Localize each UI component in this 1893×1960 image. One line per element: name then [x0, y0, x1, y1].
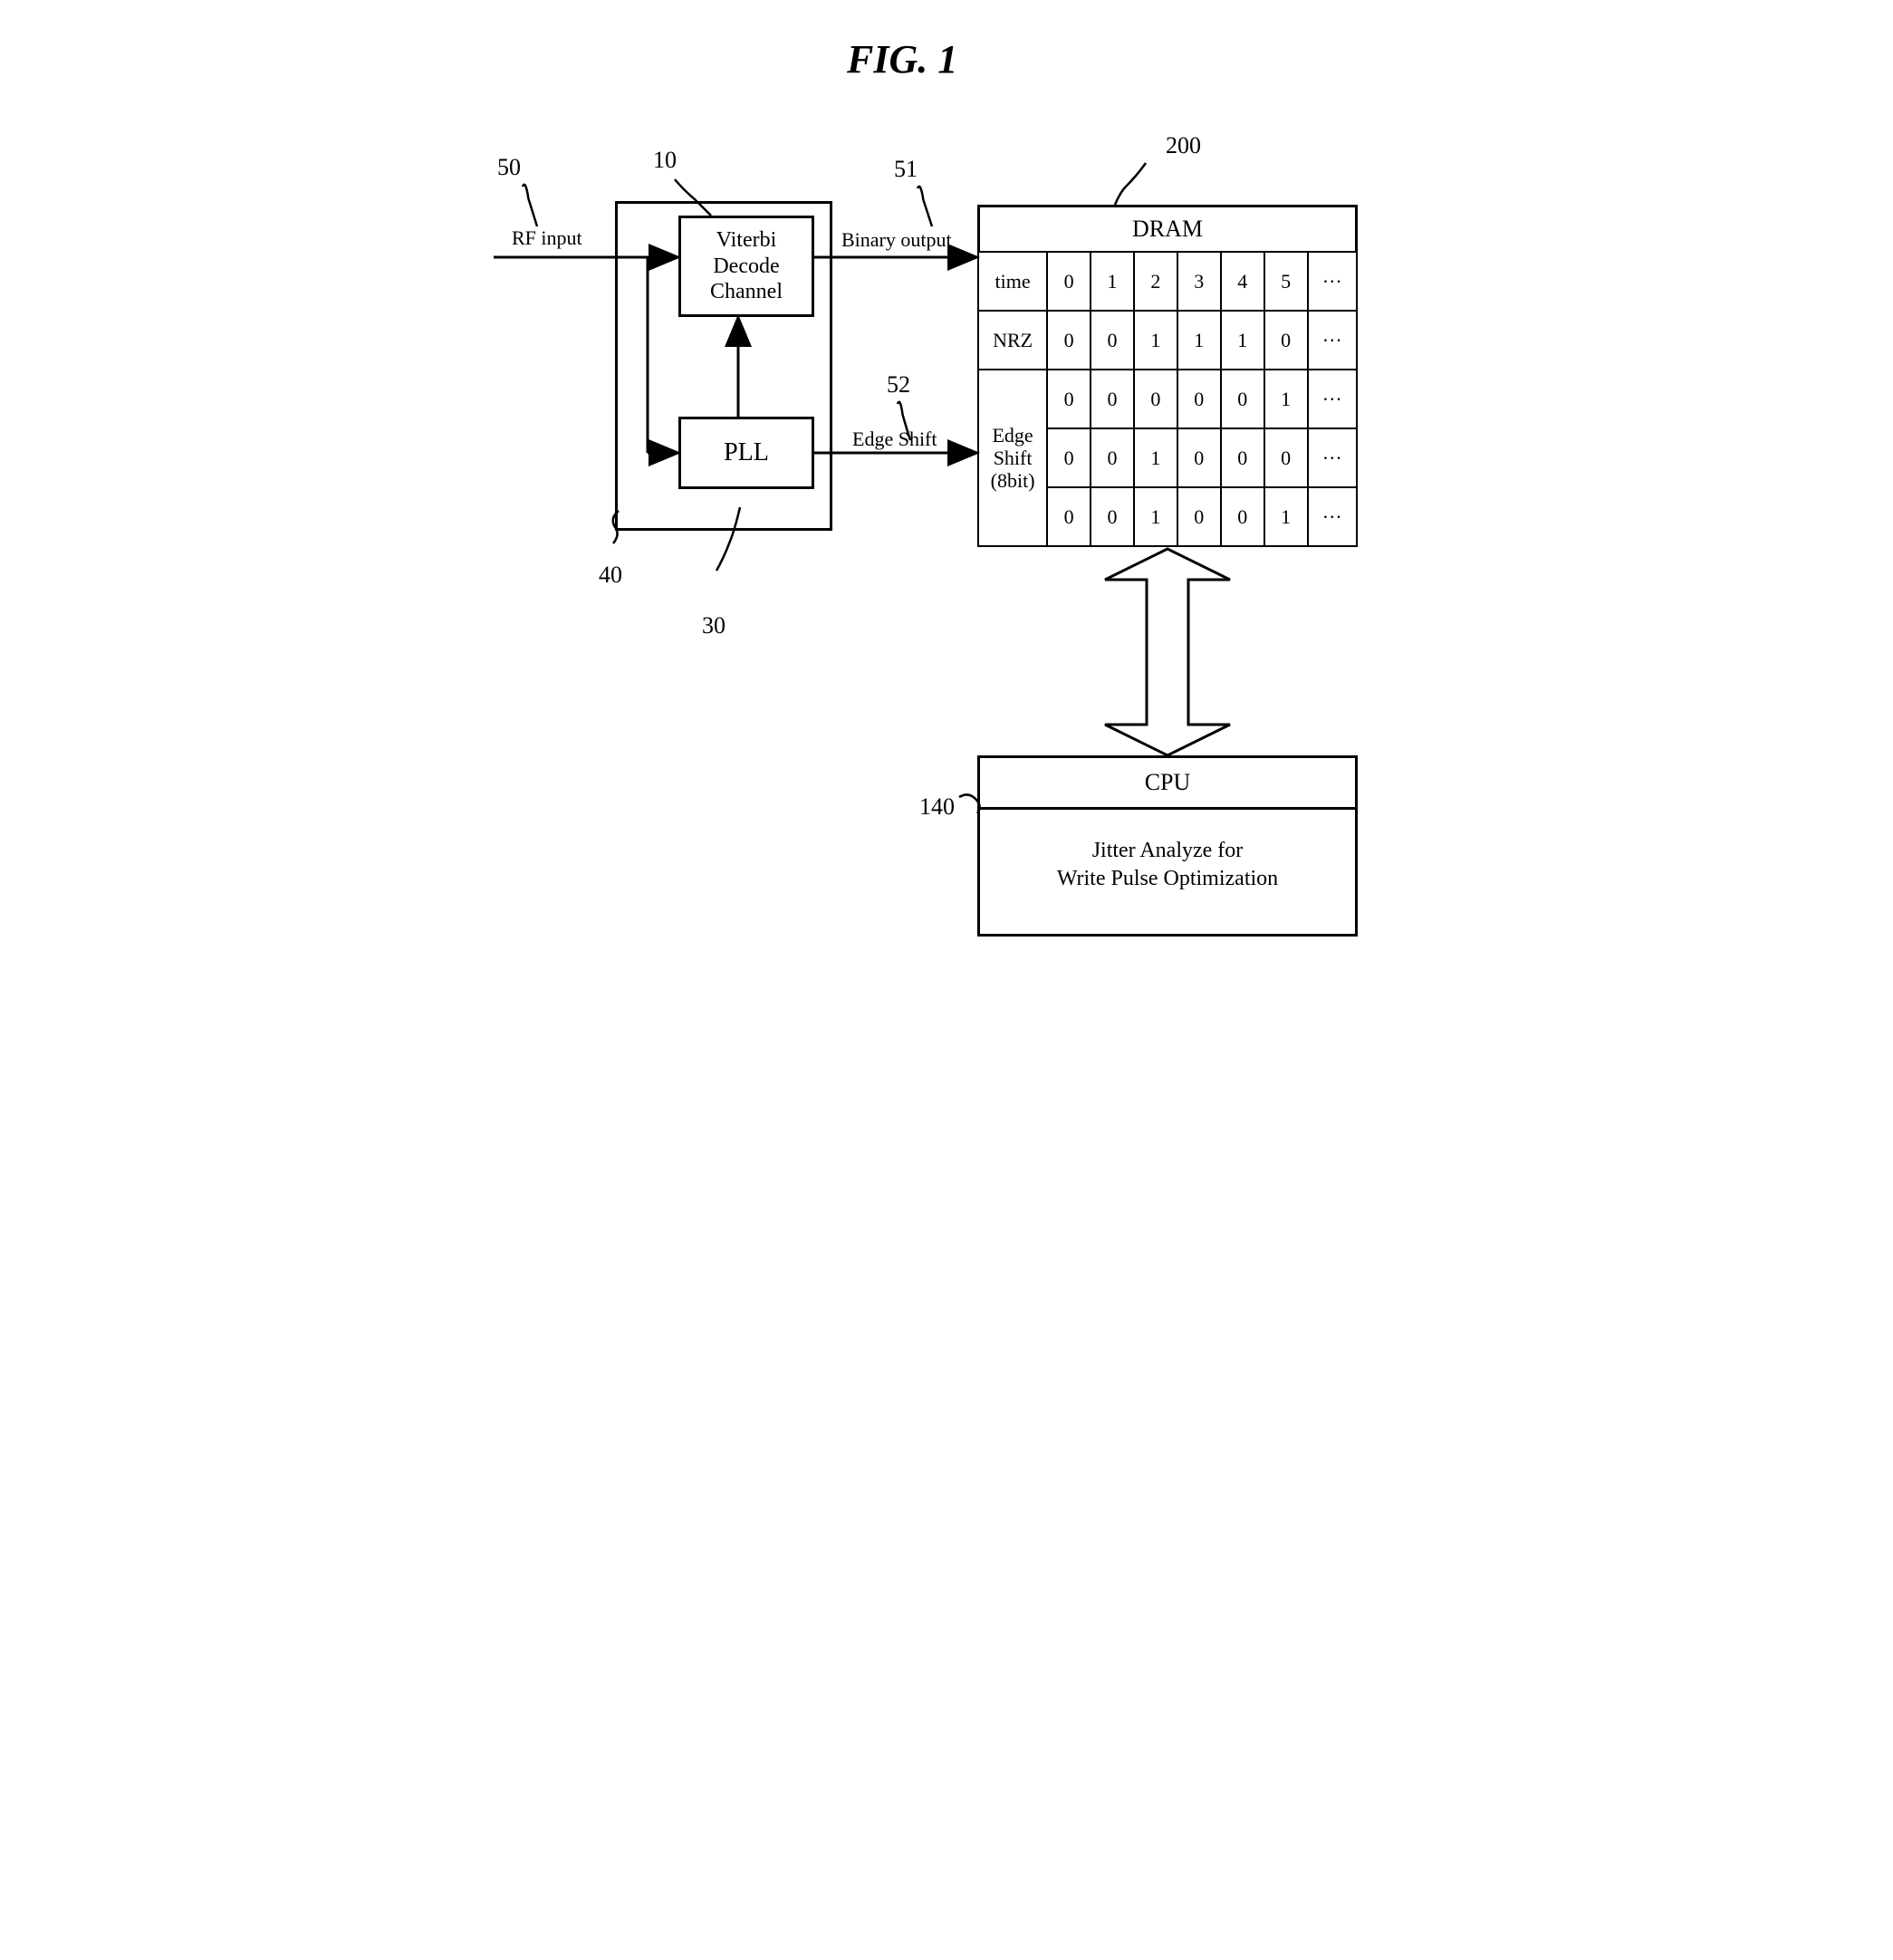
dram-cell: 0 — [1221, 370, 1264, 428]
dram-cell: 1 — [1134, 311, 1177, 370]
block-pll: PLL — [678, 417, 814, 489]
dram-cell: 5 — [1264, 252, 1308, 311]
dram-cell: ··· — [1308, 487, 1357, 546]
dram-cell: 1 — [1264, 370, 1308, 428]
cpu-block: CPU Jitter Analyze for Write Pulse Optim… — [977, 755, 1358, 937]
dram-cell: 1 — [1134, 428, 1177, 487]
block-viterbi: Viterbi Decode Channel — [678, 216, 814, 317]
ref-52: 52 — [887, 371, 910, 399]
dram-cell: ··· — [1308, 252, 1357, 311]
cpu-body-line-1: Write Pulse Optimization — [1057, 867, 1278, 890]
dram-table: time012345···NRZ001110···EdgeShift(8bit)… — [977, 251, 1358, 547]
dram-cell: 0 — [1047, 428, 1091, 487]
dram-cell: 0 — [1177, 370, 1221, 428]
dram-cell: 0 — [1134, 370, 1177, 428]
dram-row-label: time — [978, 252, 1047, 311]
viterbi-line-2: Channel — [710, 279, 783, 305]
dram-cell: 0 — [1047, 252, 1091, 311]
dram-cell: 2 — [1134, 252, 1177, 311]
dram-cell: 0 — [1091, 370, 1134, 428]
dram-row-label-edge-shift: EdgeShift(8bit) — [978, 370, 1047, 546]
dram-cell: ··· — [1308, 311, 1357, 370]
block-viterbi-label: Viterbi Decode Channel — [681, 218, 812, 314]
dram-cell: 0 — [1221, 428, 1264, 487]
dram-cell: ··· — [1308, 370, 1357, 428]
ref-30: 30 — [702, 612, 725, 639]
dram-cell: 1 — [1221, 311, 1264, 370]
block-pll-label: PLL — [681, 419, 812, 486]
dram-cell: 0 — [1091, 428, 1134, 487]
dram-cell: 0 — [1264, 311, 1308, 370]
cpu-title: CPU — [980, 758, 1355, 810]
viterbi-line-0: Viterbi — [716, 227, 777, 254]
ref-200: 200 — [1166, 132, 1201, 159]
dram-cell: 1 — [1091, 252, 1134, 311]
label-binary-output: Binary output — [841, 228, 952, 252]
dram-cell: 4 — [1221, 252, 1264, 311]
viterbi-line-1: Decode — [713, 254, 779, 280]
dram-cell: 0 — [1177, 428, 1221, 487]
cpu-body-line-0: Jitter Analyze for — [1092, 839, 1244, 862]
ref-140: 140 — [919, 793, 955, 821]
ref-50: 50 — [497, 154, 521, 181]
label-rf-input: RF input — [512, 226, 582, 250]
ref-40: 40 — [599, 562, 622, 589]
label-edge-shift: Edge Shift — [852, 428, 937, 451]
dram-cell: 0 — [1221, 487, 1264, 546]
dram-cell: 3 — [1177, 252, 1221, 311]
dram-title-text: DRAM — [1132, 216, 1203, 243]
dram-cell: 0 — [1264, 428, 1308, 487]
dram-row-label: NRZ — [978, 311, 1047, 370]
ref-10: 10 — [653, 147, 677, 174]
dram-cell: 0 — [1177, 487, 1221, 546]
dram-cell: 0 — [1047, 370, 1091, 428]
ref-51: 51 — [894, 156, 918, 183]
figure-title: FIG. 1 — [847, 36, 957, 82]
cpu-body: Jitter Analyze for Write Pulse Optimizat… — [980, 810, 1355, 920]
dram-cell: ··· — [1308, 428, 1357, 487]
dram-cell: 1 — [1134, 487, 1177, 546]
dram-cell: 1 — [1264, 487, 1308, 546]
dram-cell: 0 — [1047, 487, 1091, 546]
dram-cell: 0 — [1091, 487, 1134, 546]
dram-title: DRAM — [977, 205, 1358, 254]
dram-cell: 1 — [1177, 311, 1221, 370]
dram-cell: 0 — [1047, 311, 1091, 370]
pll-line-0: PLL — [724, 437, 769, 468]
cpu-title-text: CPU — [1145, 769, 1191, 795]
dram-cell: 0 — [1091, 311, 1134, 370]
